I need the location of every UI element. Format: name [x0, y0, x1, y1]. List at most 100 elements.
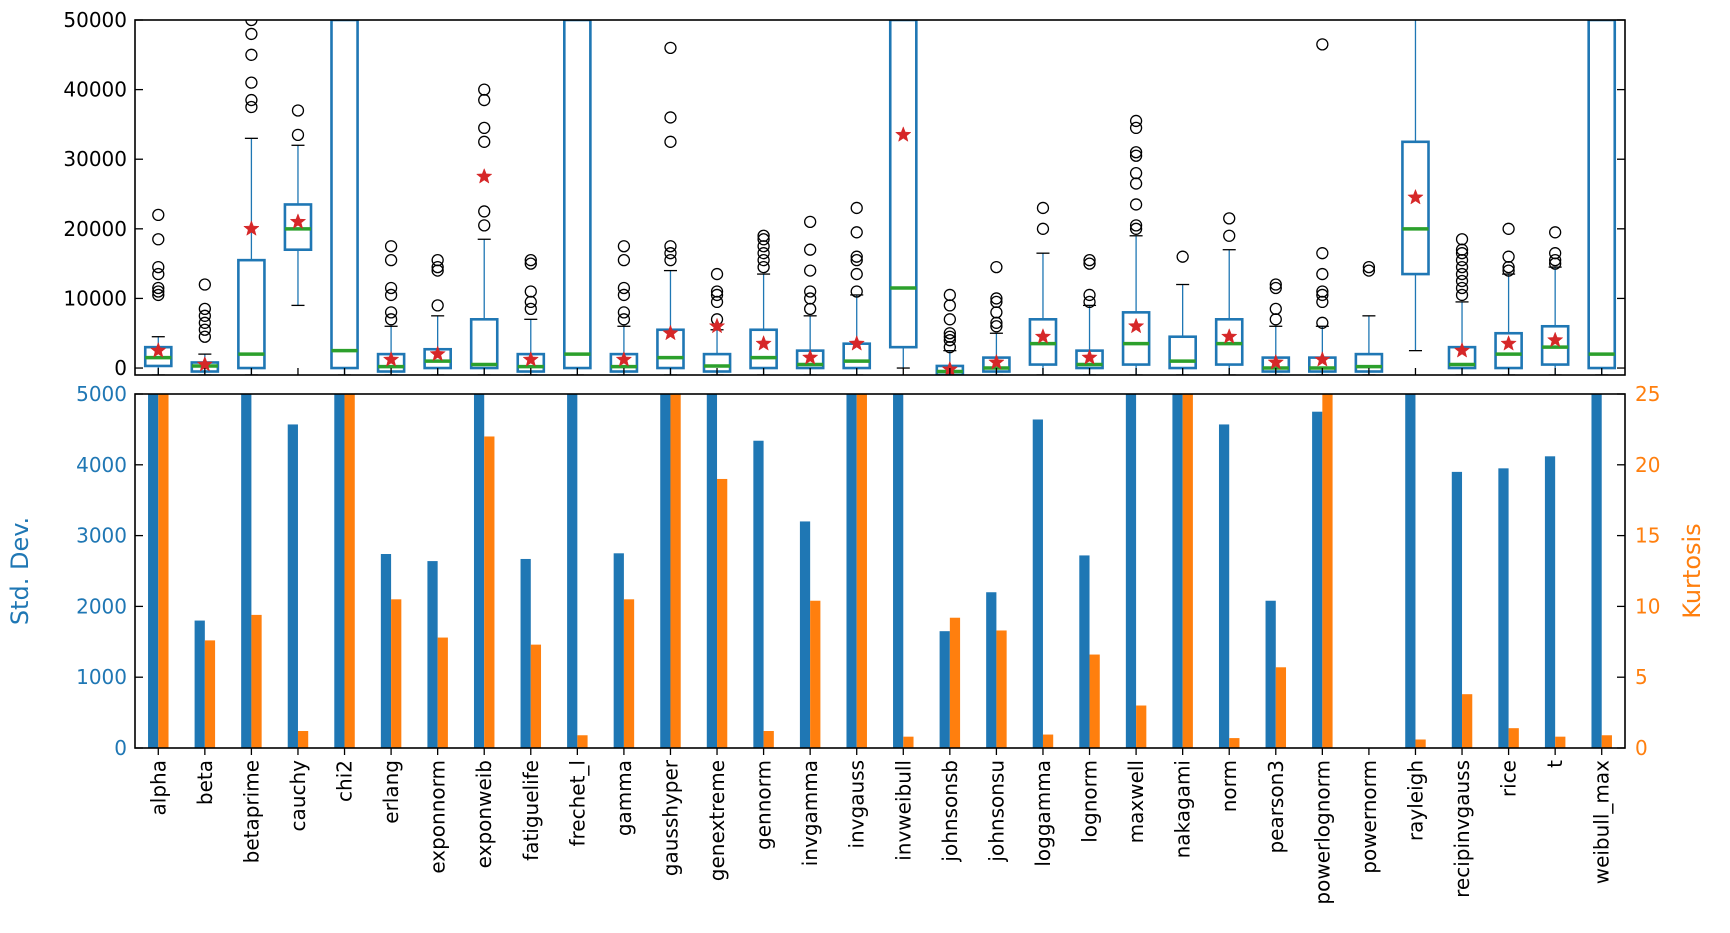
box-invgamma [795, 215, 825, 375]
flier-point [1129, 149, 1143, 162]
box-iqr [1168, 335, 1197, 370]
mean-marker [708, 317, 726, 334]
flier-point [384, 281, 398, 295]
flier-point [1129, 198, 1143, 211]
box-powerlognorm [1308, 38, 1337, 375]
flier-point [1502, 264, 1515, 277]
flier-point [664, 247, 677, 260]
flier-point [1549, 253, 1562, 267]
box-recipinvgauss [1447, 233, 1477, 375]
flier-point [1083, 257, 1096, 270]
flier-point [804, 292, 817, 305]
mean-marker [1127, 317, 1145, 334]
flier-point [990, 260, 1003, 274]
flier-point [245, 48, 258, 61]
bar-group-lognorm [1079, 555, 1100, 748]
box-norm [1214, 212, 1244, 375]
flier-point [478, 93, 491, 107]
bar-kurtosis [391, 599, 402, 748]
bar-kurtosis [763, 731, 774, 748]
bar-group-norm [1218, 424, 1240, 748]
flier-point [152, 281, 165, 295]
mean-marker [1453, 341, 1471, 358]
x-tick-label-gennorm: gennorm [752, 760, 776, 850]
flier-point [1502, 250, 1515, 263]
bar-kurtosis [1229, 738, 1240, 748]
x-tick-label-invgauss: invgauss [845, 760, 869, 849]
x-tick-label-rice: rice [1497, 760, 1521, 797]
flier-point [1083, 288, 1096, 302]
bar-kurtosis [949, 617, 961, 748]
bar-std-dev [613, 553, 624, 748]
bar-group-invgamma [799, 521, 821, 748]
flier-point [1316, 247, 1329, 260]
bar-std-dev [986, 592, 997, 748]
flier-point [710, 288, 724, 302]
flier-point [943, 334, 956, 347]
flier-point [850, 250, 863, 263]
flier-point [478, 219, 491, 232]
flier-point [804, 215, 817, 229]
box-invweibull [888, 20, 918, 369]
x-tick-label-powerlognorm: powerlognorm [1310, 760, 1334, 905]
y-tick-label: 40000 [63, 78, 127, 102]
bar-std-dev [1032, 419, 1043, 748]
flier-point [198, 278, 211, 291]
box-johnsonsu [982, 260, 1011, 375]
y-tick-label-right: 15 [1635, 524, 1660, 548]
x-tick-label-beta: beta [193, 760, 217, 805]
mean-marker [615, 350, 633, 367]
box-invgauss [842, 201, 872, 375]
mean-marker [475, 167, 493, 184]
flier-point [757, 233, 770, 246]
bar-group-recipinvgauss [1451, 471, 1473, 748]
flier-point [850, 253, 863, 267]
bar-kurtosis [530, 644, 542, 748]
flier-point [384, 306, 398, 319]
bar-kurtosis [344, 394, 355, 748]
x-tick-label-norm: norm [1217, 760, 1241, 812]
flier-point [152, 233, 165, 246]
flier-point [245, 76, 258, 89]
bar-kurtosis [1555, 736, 1566, 748]
flier-point [524, 295, 537, 309]
flier-point [757, 253, 770, 267]
flier-point [198, 330, 211, 343]
bar-kurtosis [1322, 394, 1333, 748]
mean-marker [662, 324, 679, 341]
bar-std-dev [846, 394, 857, 748]
flier-point [1316, 285, 1329, 298]
box-rice [1494, 222, 1523, 375]
x-tick-label-lognorm: lognorm [1078, 760, 1102, 843]
flier-point [1455, 267, 1469, 281]
bar-kurtosis [1275, 667, 1287, 748]
x-tick-label-alpha: alpha [146, 760, 170, 815]
box-nakagami [1168, 250, 1197, 375]
bar-std-dev [427, 561, 438, 748]
mean-marker [522, 350, 540, 367]
y-axis-label-std-dev: Std. Dev. [6, 517, 34, 625]
bar-kurtosis [251, 614, 262, 748]
flier-point [990, 295, 1003, 309]
y-tick-label: 30000 [63, 147, 127, 171]
bar-group-powerlognorm [1312, 394, 1333, 748]
flier-point [664, 253, 677, 267]
bar-kurtosis [670, 394, 681, 748]
flier-point [664, 240, 677, 253]
flier-point [617, 240, 631, 253]
mean-marker [755, 334, 772, 351]
bar-kurtosis [623, 599, 635, 748]
mean-marker [801, 348, 819, 365]
flier-point [431, 253, 444, 267]
flier-point [850, 267, 863, 281]
flier-point [1129, 166, 1143, 180]
bar-std-dev [706, 394, 718, 748]
flier-point [1223, 229, 1236, 242]
box-weibull-max [1587, 20, 1617, 375]
bar-std-dev [1591, 394, 1602, 748]
flier-point [1129, 177, 1143, 190]
flier-point [1223, 212, 1236, 225]
box-plot-frame [134, 19, 1626, 376]
flier-point [198, 316, 211, 329]
